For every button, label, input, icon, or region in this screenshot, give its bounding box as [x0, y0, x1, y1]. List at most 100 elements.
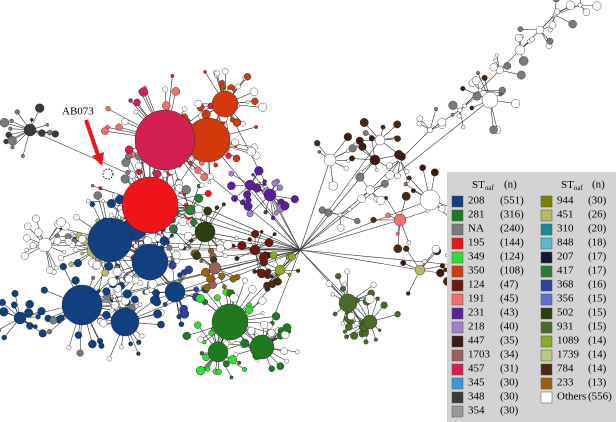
node [133, 243, 139, 249]
node [170, 74, 175, 78]
node [400, 260, 407, 266]
node [197, 336, 204, 343]
node [51, 130, 59, 138]
node [77, 235, 87, 244]
node [296, 268, 301, 273]
edge [299, 214, 341, 251]
node [403, 245, 410, 252]
node [280, 201, 290, 211]
legend-label: 218 [468, 321, 485, 333]
node [252, 269, 257, 274]
node [492, 57, 498, 63]
node [181, 185, 191, 195]
node [237, 360, 242, 365]
legend-count: (15) [588, 321, 607, 333]
node [317, 149, 322, 154]
legend-count: (16) [588, 279, 607, 291]
node [9, 118, 14, 123]
node [153, 309, 163, 319]
node [365, 185, 375, 195]
node [450, 112, 455, 117]
node [323, 153, 337, 167]
node [349, 155, 355, 162]
node [393, 244, 403, 253]
legend-label: 348 [468, 391, 485, 403]
node [177, 272, 183, 278]
legend-count: (556) [588, 391, 612, 403]
legend-label: 1703 [468, 349, 491, 361]
legend-count: (316) [500, 209, 524, 221]
node [66, 345, 72, 351]
node [274, 277, 282, 286]
node [592, 1, 602, 11]
node [519, 56, 529, 66]
node [258, 296, 267, 305]
node [207, 180, 212, 185]
node [162, 301, 168, 307]
legend-swatch [540, 335, 553, 348]
node [414, 264, 426, 276]
node [362, 130, 369, 136]
legend-count: (17) [588, 265, 607, 277]
legend-count: (30) [588, 195, 607, 207]
node [431, 245, 441, 254]
node [260, 320, 269, 329]
node [72, 246, 79, 253]
node [73, 259, 82, 268]
node [237, 240, 247, 250]
legend-label: 195 [468, 237, 485, 249]
node [37, 237, 53, 253]
node [469, 105, 475, 111]
node [143, 236, 153, 246]
node [271, 216, 276, 221]
header-sub: oaf [485, 184, 495, 192]
legend-swatch [540, 251, 553, 264]
node [262, 179, 267, 184]
node [201, 267, 211, 277]
legend-count: (15) [588, 293, 607, 305]
node [192, 251, 202, 260]
node [403, 182, 408, 187]
legend-label: 447 [468, 335, 485, 347]
legend-swatch [451, 321, 464, 334]
node [70, 231, 74, 236]
node [101, 127, 109, 135]
legend-swatch [451, 307, 464, 320]
legend-label: 208 [468, 195, 485, 207]
node [138, 87, 149, 97]
node [136, 169, 143, 175]
node [208, 280, 217, 289]
node [194, 221, 216, 243]
node [332, 311, 338, 317]
node [211, 90, 239, 118]
legend-swatch [540, 377, 553, 390]
node [406, 291, 411, 296]
node [448, 100, 458, 110]
node [394, 150, 404, 160]
legend-label: 231 [468, 307, 485, 319]
legend-box [447, 172, 616, 422]
node [335, 273, 342, 280]
node [152, 169, 162, 179]
node [348, 144, 357, 153]
node [106, 198, 116, 208]
annotation: AB073 [62, 106, 94, 118]
node [264, 238, 274, 248]
node [162, 86, 169, 93]
node [259, 252, 269, 262]
node [438, 205, 446, 213]
node [182, 106, 188, 112]
edge [299, 219, 401, 251]
node [184, 204, 196, 216]
node [178, 321, 185, 328]
node [0, 118, 10, 128]
node [223, 240, 233, 250]
node [25, 300, 34, 309]
legend-swatch [451, 377, 464, 390]
node [374, 168, 379, 172]
node [128, 98, 133, 103]
node [208, 261, 222, 275]
node [419, 164, 427, 171]
node [246, 147, 256, 157]
node [71, 276, 80, 285]
